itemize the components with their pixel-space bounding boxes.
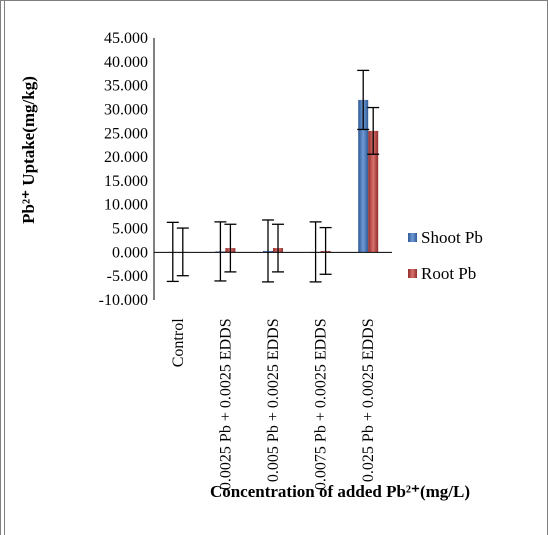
y-tick-label: 30.000 <box>104 101 148 118</box>
bar-shoot-pb <box>358 99 369 253</box>
y-tick-label: 10.000 <box>104 197 148 214</box>
error-bar <box>224 223 237 273</box>
y-tick-label: 25.000 <box>104 125 148 142</box>
frame-line-top <box>0 0 548 1</box>
y-tick-label: 20.000 <box>104 149 148 166</box>
error-bar <box>214 221 227 282</box>
error-bar <box>357 69 370 131</box>
y-axis-title: Pb²⁺ Uptake(mg/kg) <box>19 76 38 224</box>
y-tick-label: -10.000 <box>99 292 148 309</box>
x-axis-title: Concentration of added Pb²⁺(mg/L) <box>210 482 470 501</box>
error-bar <box>319 226 332 275</box>
error-bar <box>272 223 284 273</box>
x-tick-label: 0.025 Pb + 0.0025 EDDS <box>360 318 377 482</box>
y-tick-label: 15.000 <box>104 173 148 190</box>
frame-line-left-inner <box>4 0 5 535</box>
frame-line-left <box>0 0 1 535</box>
legend-swatch <box>408 233 417 242</box>
x-tick-label: Control <box>170 318 187 367</box>
y-tick-label: -5.000 <box>107 268 148 285</box>
y-tick-label: 45.000 <box>104 30 148 47</box>
x-tick-label: 0.0075 Pb + 0.0025 EDDS <box>313 318 330 490</box>
legend-swatch <box>408 269 417 278</box>
legend-label: Shoot Pb <box>421 228 483 247</box>
legend-item-shoot-pb: Shoot Pb <box>408 228 483 247</box>
y-tick-label: 5.000 <box>112 221 148 238</box>
y-axis-tick-labels: 45.000 40.000 35.000 30.000 25.000 20.000 15.0… <box>99 30 148 309</box>
bar-root-pb <box>368 130 379 253</box>
error-bar <box>367 106 380 155</box>
bar-series <box>167 99 379 253</box>
y-tick-label: 40.000 <box>104 54 148 71</box>
y-tick-label: 35.000 <box>104 78 148 95</box>
error-bar <box>262 219 274 283</box>
x-axis-tick-labels: Control 0.0025 Pb + 0.0025 EDDS 0.005 Pb +… <box>170 318 377 490</box>
legend-label: Root Pb <box>421 264 476 283</box>
legend-item-root-pb: Root Pb <box>408 264 476 283</box>
x-tick-label: 0.0025 Pb + 0.0025 EDDS <box>217 318 234 490</box>
x-tick-label: 0.005 Pb + 0.0025 EDDS <box>265 318 282 482</box>
y-tick-label: 0.000 <box>112 244 148 261</box>
legend: Shoot Pb Root Pb <box>408 228 483 283</box>
